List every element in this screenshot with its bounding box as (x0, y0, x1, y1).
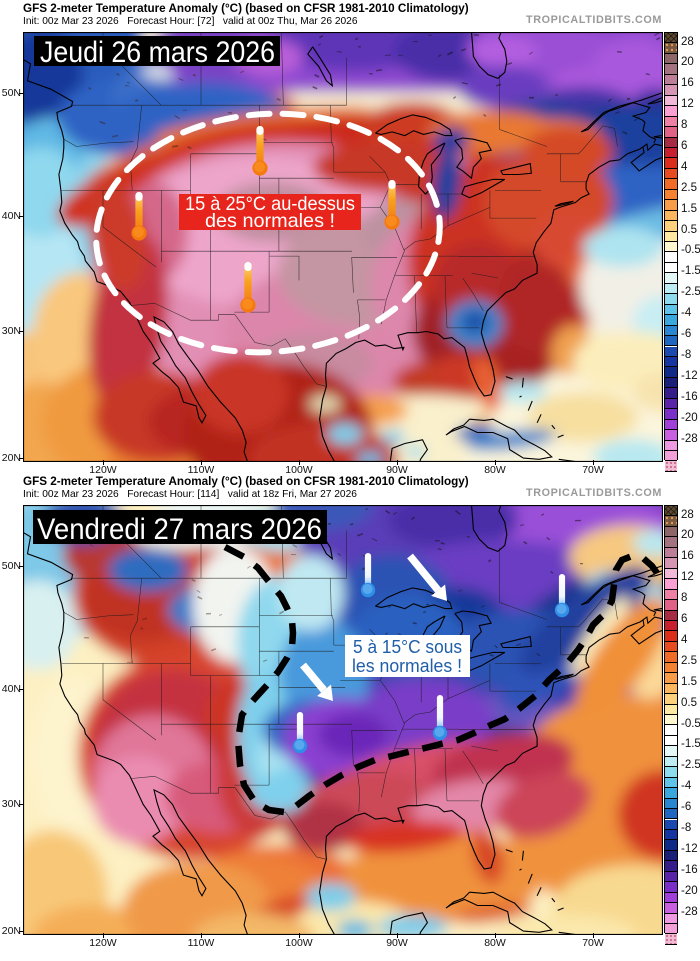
svg-text:Jeudi 26 mars 2026: Jeudi 26 mars 2026 (40, 36, 275, 69)
svg-text:15 à 25°C au-dessus: 15 à 25°C au-dessus (185, 193, 355, 215)
svg-text:des normales !: des normales ! (205, 210, 335, 232)
svg-text:Vendredi 27 mars 2026: Vendredi 27 mars 2026 (37, 513, 322, 546)
svg-text:les normales !: les normales ! (352, 655, 462, 676)
svg-text:5 à 15°C sous: 5 à 15°C sous (353, 636, 462, 657)
